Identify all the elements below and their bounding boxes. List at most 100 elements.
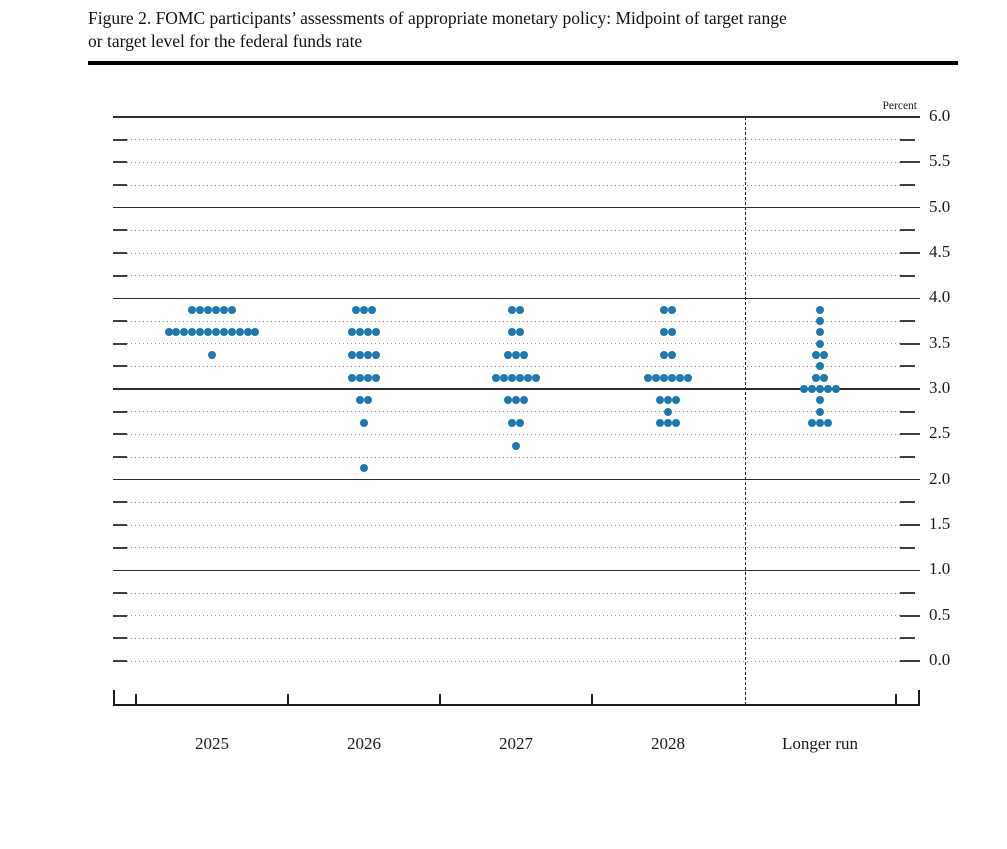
gridline-right-tick bbox=[900, 660, 920, 662]
gridline-right-tick bbox=[900, 161, 920, 164]
fomc-dot bbox=[204, 328, 213, 337]
y-tick-label: 4.5 bbox=[929, 242, 951, 261]
fomc-dot bbox=[660, 305, 669, 314]
gridline-solid bbox=[113, 569, 920, 572]
fomc-dot bbox=[667, 305, 676, 314]
fomc-dot bbox=[656, 396, 665, 405]
gridline-right-tick bbox=[900, 501, 915, 504]
fomc-dot bbox=[172, 328, 181, 337]
fomc-dot bbox=[360, 464, 368, 473]
fomc-dot bbox=[531, 373, 540, 382]
gridline-dotted bbox=[127, 229, 900, 231]
fomc-dot bbox=[812, 351, 821, 359]
fomc-dot bbox=[667, 373, 676, 382]
gridline-dotted bbox=[127, 161, 900, 163]
fomc-dot bbox=[652, 373, 661, 382]
gridline-left-tick bbox=[113, 660, 127, 662]
x-axis-category-tick bbox=[135, 694, 137, 704]
x-axis-category-tick bbox=[895, 694, 897, 704]
fomc-dot bbox=[660, 373, 669, 382]
fomc-dot bbox=[816, 305, 824, 314]
gridline-right-tick bbox=[900, 229, 915, 232]
fomc-dot bbox=[523, 373, 532, 382]
fomc-dot bbox=[812, 373, 821, 382]
fomc-dot bbox=[371, 351, 380, 359]
fomc-dot bbox=[816, 419, 824, 427]
gridline-right-tick bbox=[900, 433, 920, 436]
x-axis-category-tick bbox=[591, 694, 593, 704]
gridline-left-tick bbox=[113, 614, 127, 617]
fomc-dot bbox=[360, 305, 368, 314]
fomc-dot bbox=[800, 385, 809, 393]
fomc-dot bbox=[180, 328, 189, 337]
gridline-right-tick bbox=[900, 138, 915, 141]
fomc-dot bbox=[504, 351, 513, 359]
fomc-dot bbox=[363, 396, 372, 405]
gridline-right-tick bbox=[900, 184, 915, 186]
fomc-dot bbox=[512, 396, 520, 405]
fomc-dot bbox=[164, 328, 173, 337]
gridline-solid bbox=[113, 388, 920, 390]
fomc-dot bbox=[356, 328, 365, 337]
gridline-dotted bbox=[127, 615, 900, 617]
gridline-dotted bbox=[127, 365, 900, 367]
gridline-dotted bbox=[127, 456, 900, 458]
fomc-dot bbox=[367, 305, 376, 314]
fomc-dot bbox=[667, 351, 676, 359]
gridline-right-tick bbox=[900, 274, 915, 277]
figure-title: Figure 2. FOMC participants’ assessments… bbox=[88, 7, 993, 53]
fomc-dot bbox=[492, 373, 501, 382]
gridline-left-tick bbox=[113, 342, 127, 345]
x-axis-line bbox=[113, 704, 920, 706]
x-category-label: 2027 bbox=[499, 734, 533, 753]
gridline-right-tick bbox=[900, 456, 915, 458]
gridline-dotted bbox=[127, 637, 900, 639]
fomc-dot bbox=[219, 328, 228, 337]
fomc-dot bbox=[227, 328, 236, 337]
gridline-dotted bbox=[127, 433, 900, 435]
gridline-solid bbox=[113, 478, 920, 481]
x-axis-corner-tick bbox=[113, 690, 115, 704]
gridline-left-tick bbox=[113, 161, 127, 164]
y-tick-label: 4.0 bbox=[929, 287, 951, 307]
x-category-label: 2025 bbox=[195, 734, 229, 753]
gridline-left-tick bbox=[113, 456, 127, 458]
fomc-dot bbox=[227, 305, 236, 314]
fomc-dot bbox=[823, 385, 832, 393]
x-category-label: 2026 bbox=[347, 734, 381, 753]
gridline-solid bbox=[113, 206, 920, 209]
fomc-dot bbox=[363, 328, 372, 337]
fomc-dot bbox=[208, 351, 216, 359]
fomc-dot bbox=[371, 373, 380, 382]
fomc-dot bbox=[515, 328, 524, 337]
gridline-dotted bbox=[127, 411, 900, 413]
gridline-left-tick bbox=[113, 252, 127, 254]
y-tick-label: 5.0 bbox=[929, 196, 951, 216]
gridline-solid bbox=[113, 297, 920, 300]
gridline-left-tick bbox=[113, 524, 127, 526]
fomc-dot bbox=[204, 305, 213, 314]
gridline-dotted bbox=[127, 184, 900, 186]
fomc-dot bbox=[356, 373, 365, 382]
fomc-dot bbox=[519, 396, 528, 405]
gridline-right-tick bbox=[900, 614, 920, 617]
gridline-right-tick bbox=[900, 637, 915, 640]
fomc-dot bbox=[675, 373, 684, 382]
fomc-dot bbox=[508, 305, 517, 314]
fomc-dot bbox=[504, 396, 513, 405]
y-tick-label: 0.5 bbox=[929, 604, 951, 624]
gridline-dotted bbox=[127, 524, 900, 526]
fomc-dot bbox=[352, 305, 361, 314]
fomc-dot bbox=[196, 305, 205, 314]
fomc-dot bbox=[348, 351, 357, 359]
y-tick-label: 1.5 bbox=[929, 514, 951, 533]
figure-title-line1: Figure 2. FOMC participants’ assessments… bbox=[88, 8, 787, 28]
fomc-dot bbox=[816, 396, 824, 405]
y-tick-label: 3.0 bbox=[929, 378, 951, 397]
fomc-dot bbox=[363, 351, 372, 359]
gridline-dotted bbox=[127, 139, 900, 141]
fomc-dot bbox=[808, 419, 817, 427]
fomc-dot bbox=[660, 351, 669, 359]
